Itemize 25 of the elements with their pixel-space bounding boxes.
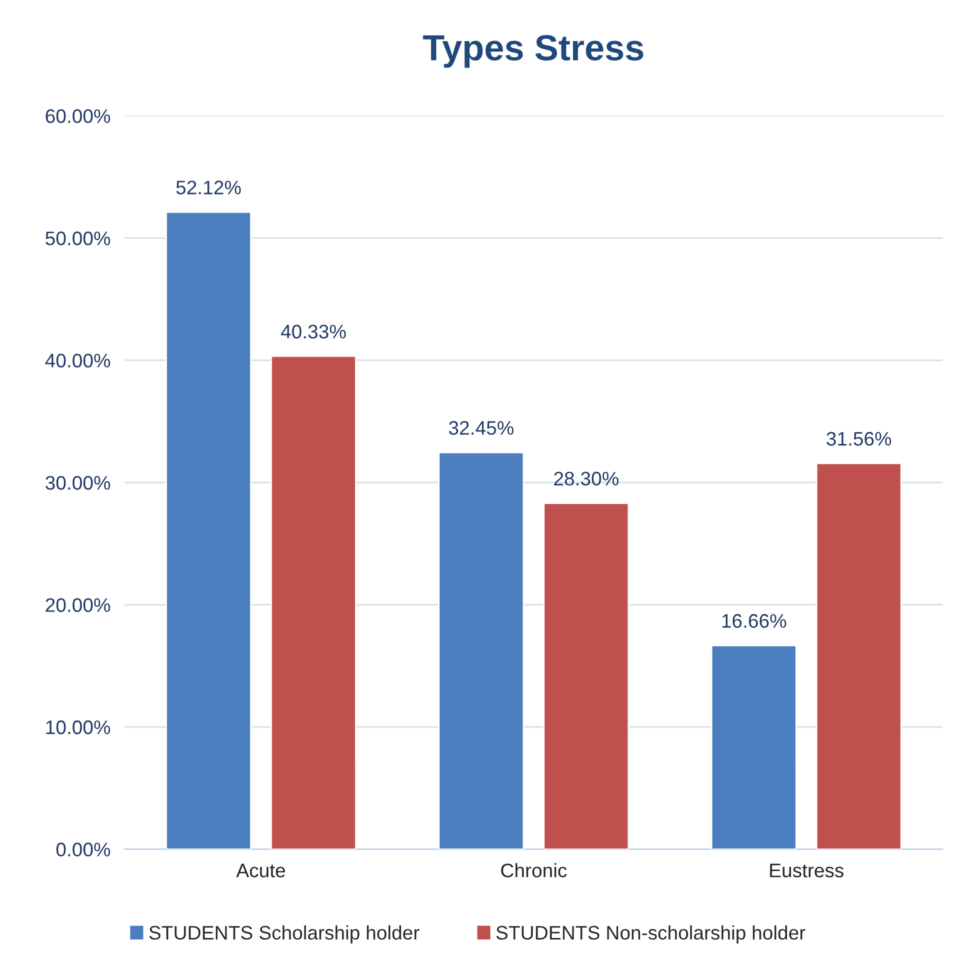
legend-label: STUDENTS Scholarship holder <box>149 925 420 944</box>
y-tick-label: 10.00% <box>46 720 110 734</box>
y-tick-label: 60.00% <box>46 109 110 124</box>
x-tick-label: Eustress <box>770 864 844 878</box>
bar <box>438 452 524 850</box>
x-tick-label: Chronic <box>501 863 567 878</box>
data-label: 40.33% <box>280 324 346 338</box>
data-label: 28.30% <box>554 472 618 486</box>
bar <box>816 462 902 850</box>
bar <box>270 356 356 850</box>
data-label: 52.12% <box>176 180 241 194</box>
y-tick-label: 40.00% <box>45 354 110 368</box>
y-tick-label: 0.00% <box>56 842 110 856</box>
y-tick-label: 50.00% <box>46 232 110 246</box>
legend-label: STUDENTS Non-scholarship holder <box>496 925 806 944</box>
data-label: 16.66% <box>722 614 786 628</box>
y-tick-label: 20.00% <box>46 598 110 612</box>
chart-title: Types Stress <box>423 35 644 68</box>
bar <box>710 644 797 850</box>
bar <box>166 211 252 850</box>
x-tick-label: Acute <box>236 864 286 878</box>
data-label: 31.56% <box>826 432 892 446</box>
data-label: 32.45% <box>448 421 514 435</box>
y-tick-label: 30.00% <box>46 476 110 490</box>
bar <box>543 502 630 850</box>
